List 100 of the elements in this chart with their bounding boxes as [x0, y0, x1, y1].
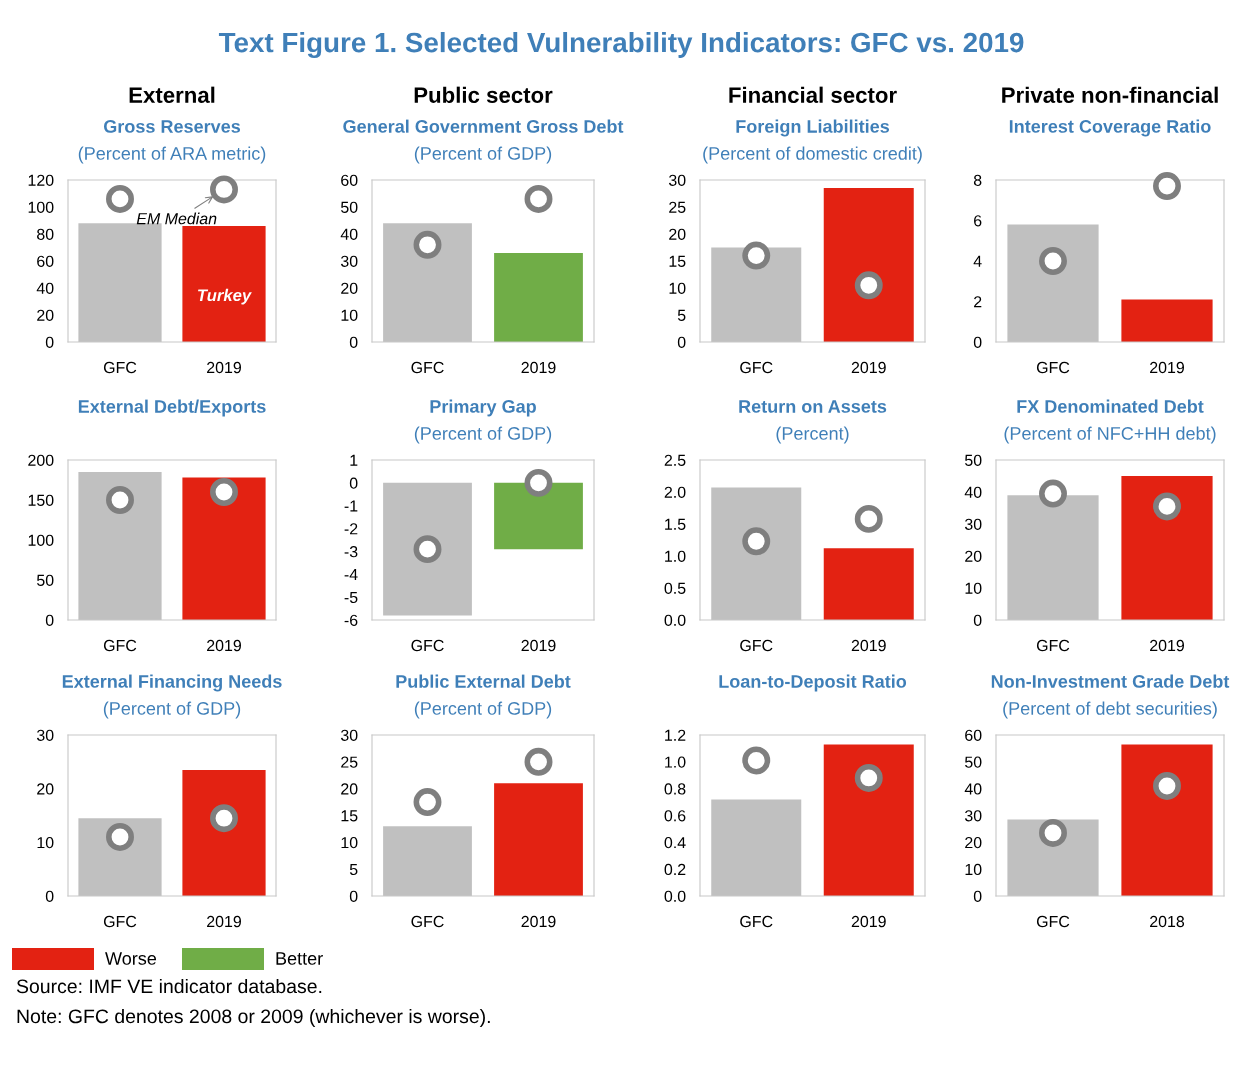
x-tick-label: GFC — [1036, 639, 1070, 652]
y-tick-label: -2 — [344, 523, 358, 535]
y-tick-label: 10 — [341, 309, 358, 321]
annotation: EM Median — [136, 212, 217, 225]
y-tick-label: 10 — [37, 836, 54, 849]
y-tick-label: 0 — [973, 614, 982, 626]
chart-title: Return on Assets — [739, 400, 887, 413]
x-tick-label: GFC — [103, 639, 137, 652]
x-tick-label: 2019 — [1150, 639, 1185, 652]
y-tick-label: 20 — [341, 783, 358, 795]
x-tick-label: GFC — [1036, 361, 1070, 374]
text: Private non-financial — [1002, 86, 1218, 103]
y-tick-label: -3 — [344, 546, 358, 558]
y-tick-label: 4 — [973, 255, 982, 267]
chart-title: General Government Gross Debt — [343, 119, 624, 133]
chart-title: Public External Debt — [396, 674, 571, 688]
chart-subtitle: (Percent of GDP) — [103, 701, 241, 719]
x-tick-label: GFC — [411, 915, 444, 928]
y-tick-label: 200 — [28, 454, 54, 466]
category-label: Worse — [105, 952, 157, 965]
y-tick-label: 15 — [341, 810, 358, 822]
y-tick-label: 25 — [341, 756, 358, 768]
y-tick-label: 20 — [37, 309, 54, 321]
x-tick-label: GFC — [411, 361, 444, 374]
y-tick-label: 20 — [37, 783, 54, 795]
chart-subtitle: (Percent of GDP) — [414, 146, 552, 164]
y-tick-label: 8 — [973, 174, 982, 186]
y-tick-label: 40 — [340, 228, 358, 240]
y-tick-label: 2 — [974, 296, 982, 308]
y-tick-label: 100 — [28, 201, 54, 213]
x-tick-label: GFC — [103, 361, 137, 374]
y-tick-label: 30 — [964, 810, 982, 822]
x-tick-label: 2018 — [1150, 915, 1185, 928]
x-tick-label: GFC — [411, 639, 444, 652]
source-note: Source: IMF VE indicator database. — [16, 978, 322, 994]
chart-title: Primary Gap — [430, 399, 536, 417]
x-tick-label: 2019 — [521, 915, 556, 928]
y-tick-label: 0 — [973, 890, 982, 902]
x-tick-label: GFC — [103, 915, 137, 928]
chart-subtitle: (Percent of GDP) — [414, 701, 552, 719]
y-tick-label: 0.2 — [664, 863, 686, 876]
y-tick-label: 2.5 — [664, 454, 686, 466]
y-tick-label: 60 — [37, 255, 54, 267]
y-tick-label: 10 — [341, 836, 358, 849]
chart-subtitle: (Percent of NFC+HH debt) — [1004, 426, 1216, 444]
y-tick-label: -6 — [344, 614, 358, 626]
chart-title: Non-Investment Grade Debt — [991, 674, 1230, 688]
chart-subtitle: (Percent) — [776, 426, 849, 444]
y-tick-label: 30 — [340, 255, 358, 267]
x-tick-label: 2019 — [1150, 361, 1185, 374]
y-tick-label: 30 — [36, 729, 54, 741]
y-tick-label: 0 — [45, 336, 54, 348]
y-tick-label: 30 — [964, 518, 982, 530]
y-tick-label: 1.0 — [665, 756, 686, 768]
x-tick-label: GFC — [740, 639, 773, 652]
y-tick-label: 50 — [964, 454, 982, 466]
y-tick-label: 50 — [964, 756, 982, 768]
text: External — [129, 86, 215, 103]
chart-subtitle: (Percent of domestic credit) — [703, 146, 922, 164]
y-tick-label: 40 — [964, 783, 982, 795]
y-tick-label: 15 — [669, 255, 686, 267]
x-tick-label: GFC — [740, 361, 773, 374]
y-tick-label: 0 — [349, 336, 358, 348]
y-tick-label: 50 — [340, 201, 358, 213]
chart-title: Gross Reserves — [103, 120, 241, 133]
chart-title: FX Denominated Debt — [1017, 399, 1204, 413]
y-tick-label: -5 — [344, 591, 358, 604]
text: Public sector — [414, 86, 553, 103]
y-tick-label: 0 — [45, 614, 54, 626]
y-tick-label: 1 — [350, 454, 358, 466]
chart-title: Interest Coverage Ratio — [1009, 119, 1211, 137]
y-tick-label: 20 — [965, 550, 982, 562]
y-tick-label: 2.0 — [664, 486, 686, 498]
y-tick-label: 0.8 — [664, 783, 686, 795]
category-label: Better — [276, 952, 323, 965]
y-tick-label: 5 — [349, 863, 358, 876]
chart-title: External Financing Needs — [62, 674, 282, 692]
text: Note: GFC denotes 2008 or 2009 (whichever is worse). — [17, 1008, 490, 1028]
x-tick-label: 2019 — [207, 361, 242, 374]
y-tick-label: 30 — [668, 174, 686, 186]
y-tick-label: 80 — [37, 228, 54, 240]
chart-subtitle: (Percent of debt securities) — [1003, 701, 1217, 719]
x-tick-label: 2019 — [207, 639, 242, 652]
y-tick-label: 0 — [677, 336, 686, 348]
y-tick-label: -1 — [344, 500, 358, 512]
y-tick-label: 50 — [36, 574, 54, 586]
y-tick-label: 1.0 — [665, 550, 686, 562]
y-tick-label: 0.0 — [664, 614, 686, 626]
y-tick-label: 40 — [36, 282, 54, 294]
y-tick-label: 20 — [669, 228, 686, 240]
chart-subtitle: (Percent of ARA metric) — [78, 146, 266, 164]
y-tick-label: 0.5 — [664, 582, 686, 594]
y-tick-label: 0 — [349, 890, 358, 902]
x-tick-label: 2019 — [851, 361, 886, 374]
chart-title: External Debt/Exports — [78, 399, 266, 417]
y-tick-label: 0.6 — [664, 810, 686, 822]
y-tick-label: 10 — [669, 282, 686, 294]
chart-title: Foreign Liabilities — [736, 119, 890, 137]
y-tick-label: 20 — [341, 282, 358, 294]
y-tick-label: 6 — [974, 215, 982, 227]
